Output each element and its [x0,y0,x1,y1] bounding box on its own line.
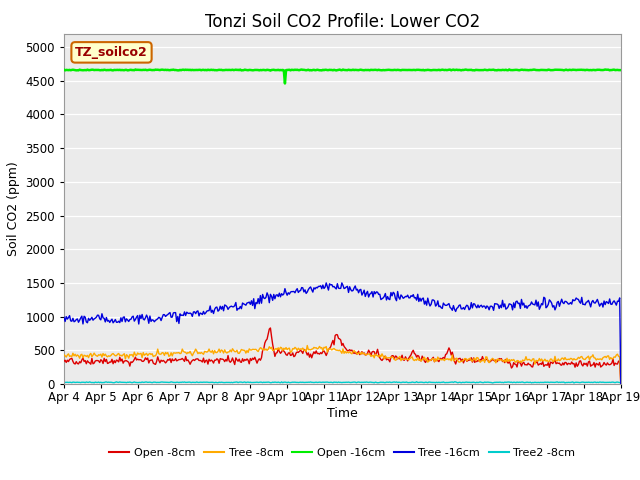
Text: TZ_soilco2: TZ_soilco2 [75,46,148,59]
Title: Tonzi Soil CO2 Profile: Lower CO2: Tonzi Soil CO2 Profile: Lower CO2 [205,12,480,31]
Legend: Open -8cm, Tree -8cm, Open -16cm, Tree -16cm, Tree2 -8cm: Open -8cm, Tree -8cm, Open -16cm, Tree -… [105,444,580,463]
Y-axis label: Soil CO2 (ppm): Soil CO2 (ppm) [7,161,20,256]
X-axis label: Time: Time [327,407,358,420]
